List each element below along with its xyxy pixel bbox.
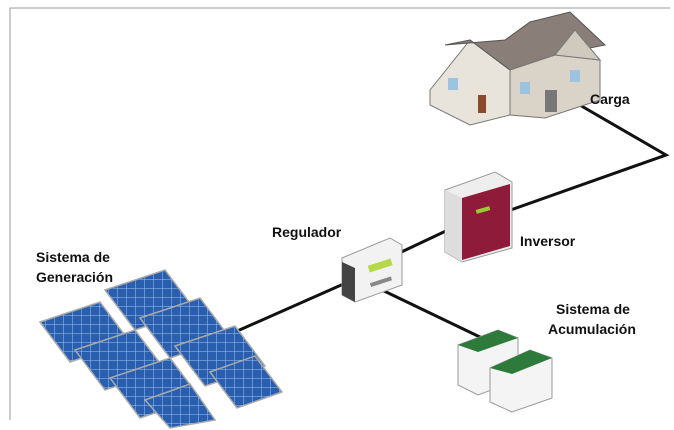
- batteries: [457, 329, 553, 413]
- node-label: Inversor: [520, 233, 576, 249]
- house: [429, 11, 607, 126]
- inverter: [444, 171, 513, 263]
- node-label: Sistema de: [556, 301, 630, 317]
- node-label: Acumulación: [548, 321, 636, 337]
- wires: [234, 102, 670, 340]
- node-label: Sistema de: [36, 249, 110, 265]
- node-label: Generación: [36, 269, 113, 285]
- node-label: Regulador: [272, 224, 342, 240]
- solar-panels: [38, 269, 284, 429]
- node-label: Carga: [590, 91, 630, 107]
- regulator: [341, 237, 403, 303]
- frame: [9, 7, 670, 420]
